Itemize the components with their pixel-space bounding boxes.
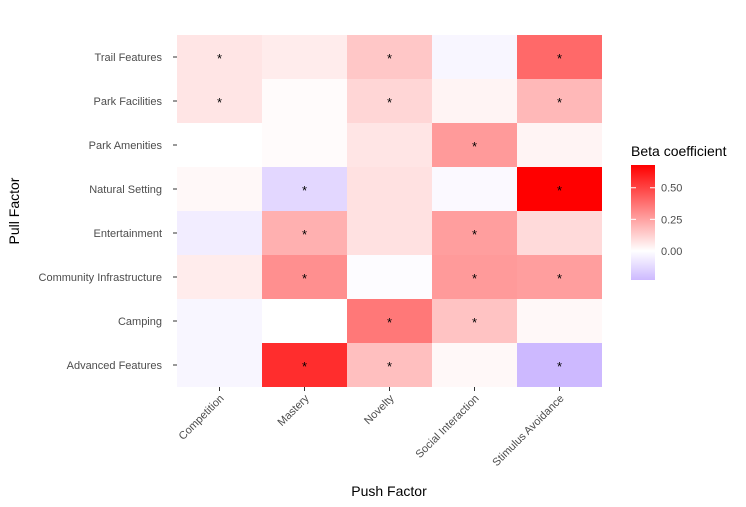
heatmap-cell xyxy=(517,123,602,167)
significance-star: * xyxy=(387,95,392,110)
heatmap-cell xyxy=(177,79,262,123)
significance-star: * xyxy=(557,359,562,374)
heatmap-cell xyxy=(517,35,602,79)
heatmap-cell xyxy=(347,167,432,211)
heatmap-cell xyxy=(432,211,517,255)
significance-star: * xyxy=(472,139,477,154)
legend-tick-label: 0.25 xyxy=(661,214,682,226)
y-axis-title: Pull Factor xyxy=(6,177,22,244)
y-tick-label: Entertainment xyxy=(94,228,162,240)
heatmap-cell xyxy=(262,299,347,343)
y-tick-label: Natural Setting xyxy=(89,184,162,196)
heatmap-cell xyxy=(347,123,432,167)
heatmap-cell xyxy=(262,343,347,387)
heatmap-cell xyxy=(517,167,602,211)
significance-star: * xyxy=(557,183,562,198)
x-tick-labels: Competition Mastery Novelty Social Interact… xyxy=(177,387,567,469)
significance-star: * xyxy=(217,95,222,110)
heatmap-cell xyxy=(517,79,602,123)
significance-markers: * * * * * * * * * * * * * * * * * * * xyxy=(217,51,562,374)
y-tick-label: Park Facilities xyxy=(94,96,163,108)
significance-star: * xyxy=(302,227,307,242)
heatmap-cell xyxy=(517,211,602,255)
legend-title: Beta coefficient xyxy=(631,143,727,159)
heatmap-cell xyxy=(262,211,347,255)
heatmap-cell xyxy=(517,299,602,343)
y-tick-label: Camping xyxy=(118,316,162,328)
heatmap-cell xyxy=(347,343,432,387)
heatmap-cell xyxy=(347,79,432,123)
legend: Beta coefficient 0.50 0.25 0.00 xyxy=(631,143,727,280)
heatmap-cell xyxy=(177,167,262,211)
heatmap-cell xyxy=(432,255,517,299)
y-tick-label: Park Amenities xyxy=(89,140,163,152)
significance-star: * xyxy=(472,271,477,286)
legend-tick-label: 0.00 xyxy=(661,246,682,258)
heatmap-cell xyxy=(262,79,347,123)
heatmap-cell xyxy=(177,343,262,387)
heatmap-cell xyxy=(347,299,432,343)
x-tick-label: Social Interaction xyxy=(413,393,481,461)
heatmap-cell xyxy=(177,123,262,167)
heatmap-cell xyxy=(262,255,347,299)
legend-colorbar xyxy=(631,165,655,280)
x-tick-label: Stimulus Avoidance xyxy=(490,393,566,469)
y-tick-label: Trail Features xyxy=(95,52,163,64)
heatmap-cell xyxy=(347,211,432,255)
x-tick-label: Novelty xyxy=(362,392,397,427)
legend-ticks: 0.50 0.25 0.00 xyxy=(631,183,682,258)
significance-star: * xyxy=(302,183,307,198)
x-tick-label: Mastery xyxy=(275,392,311,428)
x-axis-title: Push Factor xyxy=(351,483,427,499)
heatmap-cell xyxy=(177,35,262,79)
heatmap-cell xyxy=(517,255,602,299)
heatmap-cell xyxy=(432,79,517,123)
heatmap-cell xyxy=(432,343,517,387)
y-tick-labels: Trail Features Park Facilities Park Amenit… xyxy=(39,52,177,372)
x-tick-label: Competition xyxy=(177,393,227,443)
significance-star: * xyxy=(387,51,392,66)
heatmap-cell xyxy=(177,255,262,299)
legend-tick-label: 0.50 xyxy=(661,183,682,195)
significance-star: * xyxy=(387,315,392,330)
significance-star: * xyxy=(302,359,307,374)
significance-star: * xyxy=(217,51,222,66)
heatmap-cell xyxy=(262,167,347,211)
significance-star: * xyxy=(557,51,562,66)
heatmap-cell xyxy=(517,343,602,387)
heatmap-cell xyxy=(432,299,517,343)
heatmap-cell xyxy=(347,255,432,299)
significance-star: * xyxy=(302,271,307,286)
heatmap-cell xyxy=(177,299,262,343)
heatmap-cell xyxy=(432,167,517,211)
significance-star: * xyxy=(557,271,562,286)
heatmap-cell xyxy=(262,35,347,79)
significance-star: * xyxy=(387,359,392,374)
heatmap-cell xyxy=(262,123,347,167)
heatmap-cell xyxy=(177,211,262,255)
significance-star: * xyxy=(557,95,562,110)
heatmap-cells xyxy=(177,35,602,387)
y-tick-label: Advanced Features xyxy=(67,360,163,372)
heatmap-cell xyxy=(347,35,432,79)
significance-star: * xyxy=(472,315,477,330)
significance-star: * xyxy=(472,227,477,242)
y-tick-label: Community Infrastructure xyxy=(39,272,162,284)
heatmap-cell xyxy=(432,35,517,79)
heatmap-cell xyxy=(432,123,517,167)
